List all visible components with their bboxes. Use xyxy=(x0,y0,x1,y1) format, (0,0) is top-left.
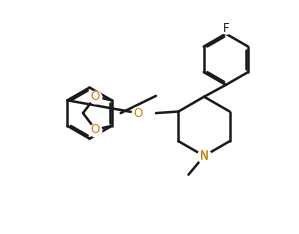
Text: O: O xyxy=(91,90,100,103)
Text: O: O xyxy=(133,107,143,120)
Text: F: F xyxy=(222,22,229,35)
Text: N: N xyxy=(200,150,208,162)
Text: O: O xyxy=(91,123,100,136)
Text: N: N xyxy=(200,150,208,163)
